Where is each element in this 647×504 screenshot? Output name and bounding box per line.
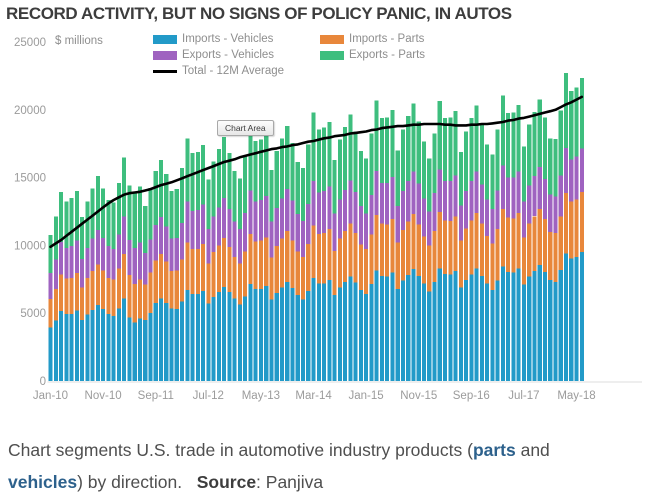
y-axis-labels: 0 5000 10000 15000 20000 25000 (14, 37, 46, 388)
chart-legend: Imports - Vehicles Imports - Parts Expor… (153, 31, 487, 79)
legend-label-exports-vehicles: Exports - Vehicles (182, 49, 275, 61)
caption-text: and (515, 440, 550, 460)
legend-label-exports-parts: Exports - Parts (349, 49, 426, 61)
svg-text:Nov-10: Nov-10 (85, 390, 122, 402)
legend-label-imports-parts: Imports - Parts (349, 33, 425, 45)
legend-swatch-exports-vehicles (153, 50, 177, 60)
svg-text:Jul-17: Jul-17 (508, 390, 539, 402)
legend-swatch-imports-vehicles (153, 34, 177, 44)
caption-text: Chart segments U.S. trade in automotive … (8, 440, 473, 460)
svg-text:5000: 5000 (20, 308, 46, 320)
legend-label-imports-vehicles: Imports - Vehicles (182, 33, 274, 45)
legend-item-total-average: Total - 12M Average (153, 65, 320, 77)
caption-spacer (182, 472, 197, 492)
legend-swatch-total-average-line (153, 69, 177, 73)
chart-title: RECORD ACTIVITY, BUT NO SIGNS OF POLICY … (6, 4, 512, 23)
y-axis-units-label: $ millions (55, 35, 103, 47)
figure-caption: Chart segments U.S. trade in automotive … (8, 434, 644, 498)
legend-item-imports-parts: Imports - Parts (320, 33, 487, 45)
svg-text:Jan-10: Jan-10 (33, 390, 68, 402)
source-label: Source (196, 472, 257, 492)
svg-text:Jan-15: Jan-15 (349, 390, 384, 402)
svg-text:Nov-15: Nov-15 (400, 390, 437, 402)
source-value: : Panjiva (256, 472, 324, 492)
vehicles-link[interactable]: vehicles (8, 472, 78, 492)
svg-text:20000: 20000 (14, 105, 46, 117)
bars-group (48, 73, 584, 381)
legend-item-exports-parts: Exports - Parts (320, 49, 487, 61)
svg-text:10000: 10000 (14, 240, 46, 252)
x-axis-labels: Jan-10 Nov-10 Sep-11 Jul-12 May-13 Mar-14 Jan-… (33, 390, 596, 402)
legend-swatch-exports-parts (320, 50, 344, 60)
svg-text:May-18: May-18 (557, 390, 595, 402)
svg-text:Sep-11: Sep-11 (138, 390, 174, 402)
svg-text:Jul-12: Jul-12 (193, 390, 224, 402)
chart-area-tooltip: Chart Area (217, 120, 274, 136)
legend-label-total-average: Total - 12M Average (182, 65, 285, 77)
legend-item-exports-vehicles: Exports - Vehicles (153, 49, 320, 61)
chart-plot-area[interactable]: 0 5000 10000 15000 20000 25000 Jan-10 Nov-10 Sep… (0, 0, 647, 420)
svg-text:Mar-14: Mar-14 (295, 390, 332, 402)
average-line (49, 95, 584, 249)
caption-text: ) by direction. (77, 472, 183, 492)
svg-text:0: 0 (40, 376, 46, 388)
svg-text:15000: 15000 (14, 173, 46, 185)
svg-text:Sep-16: Sep-16 (453, 390, 490, 402)
legend-item-imports-vehicles: Imports - Vehicles (153, 33, 320, 45)
legend-swatch-imports-parts (320, 34, 344, 44)
parts-link[interactable]: parts (472, 440, 516, 460)
svg-text:May-13: May-13 (242, 390, 280, 402)
svg-text:25000: 25000 (14, 37, 46, 49)
